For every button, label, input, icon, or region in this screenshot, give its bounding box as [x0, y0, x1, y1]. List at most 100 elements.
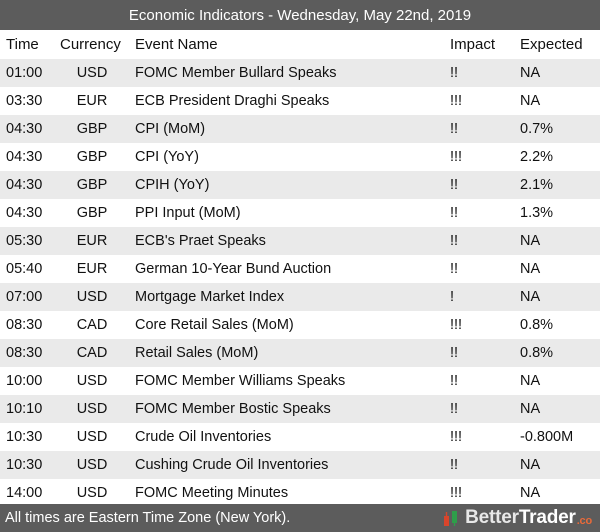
table-row: 10:30 USD Crude Oil Inventories !!! -0.8… — [0, 423, 600, 451]
cell-event: FOMC Member Williams Speaks — [135, 373, 346, 389]
cell-currency: CAD — [76, 345, 108, 361]
cell-expected: NA — [520, 233, 541, 249]
table-body: 01:00 USD FOMC Member Bullard Speaks !! … — [0, 59, 600, 507]
cell-event: Crude Oil Inventories — [135, 429, 272, 445]
cell-currency: CAD — [76, 317, 108, 333]
cell-impact: !! — [450, 401, 459, 417]
table-row: 08:30 CAD Retail Sales (MoM) !! 0.8% — [0, 339, 600, 367]
cell-event: Core Retail Sales (MoM) — [135, 317, 294, 333]
cell-time: 01:00 — [6, 65, 43, 81]
cell-expected: 0.8% — [520, 317, 554, 333]
cell-time: 03:30 — [6, 93, 43, 109]
cell-event: FOMC Member Bostic Speaks — [135, 401, 331, 417]
cell-time: 04:30 — [6, 177, 43, 193]
cell-event: FOMC Meeting Minutes — [135, 485, 289, 501]
brand-better: Better — [465, 507, 519, 528]
cell-currency: EUR — [76, 233, 108, 249]
cell-event: CPI (YoY) — [135, 149, 199, 165]
cell-currency: GBP — [76, 177, 108, 193]
cell-currency: USD — [76, 485, 108, 501]
cell-event: ECB President Draghi Speaks — [135, 93, 330, 109]
brand-tld: .co — [576, 515, 593, 527]
cell-time: 14:00 — [6, 485, 43, 501]
cell-impact: !! — [450, 457, 459, 473]
brand-logo: Better Trader .co — [443, 507, 600, 529]
cell-currency: USD — [76, 65, 108, 81]
cell-impact: !! — [450, 65, 459, 81]
cell-impact: !!! — [450, 149, 463, 165]
cell-event: Mortgage Market Index — [135, 289, 285, 305]
footer-bar: All times are Eastern Time Zone (New Yor… — [0, 504, 600, 532]
cell-time: 08:30 — [6, 345, 43, 361]
table-row: 05:30 EUR ECB's Praet Speaks !! NA — [0, 227, 600, 255]
cell-expected: 2.1% — [520, 177, 554, 193]
cell-expected: 0.8% — [520, 345, 554, 361]
table-row: 04:30 GBP CPI (YoY) !!! 2.2% — [0, 143, 600, 171]
cell-time: 04:30 — [6, 121, 43, 137]
cell-expected: 1.3% — [520, 205, 554, 221]
cell-time: 10:30 — [6, 429, 43, 445]
cell-currency: USD — [76, 401, 108, 417]
brand-trader: Trader — [518, 507, 576, 528]
cell-expected: NA — [520, 65, 541, 81]
table-row: 03:30 EUR ECB President Draghi Speaks !!… — [0, 87, 600, 115]
cell-currency: EUR — [76, 93, 108, 109]
cell-expected: 0.7% — [520, 121, 554, 137]
cell-currency: GBP — [76, 149, 108, 165]
cell-currency: USD — [76, 373, 108, 389]
cell-expected: NA — [520, 401, 541, 417]
cell-expected: -0.800M — [520, 429, 574, 445]
cell-currency: GBP — [76, 205, 108, 221]
cell-expected: NA — [520, 93, 541, 109]
bettertrader-logo-icon — [444, 511, 458, 526]
cell-event: Cushing Crude Oil Inventories — [135, 457, 329, 473]
table-row: 01:00 USD FOMC Member Bullard Speaks !! … — [0, 59, 600, 87]
table-header: Time Currency Event Name Impact Expected — [0, 30, 600, 59]
cell-time: 05:40 — [6, 261, 43, 277]
header-expected: Expected — [520, 36, 583, 53]
cell-impact: !! — [450, 345, 459, 361]
cell-impact: !!! — [450, 429, 463, 445]
cell-impact: !! — [450, 205, 459, 221]
table-row: 07:00 USD Mortgage Market Index ! NA — [0, 283, 600, 311]
table-row: 04:30 GBP CPIH (YoY) !! 2.1% — [0, 171, 600, 199]
table-row: 10:10 USD FOMC Member Bostic Speaks !! N… — [0, 395, 600, 423]
table-row: 04:30 GBP CPI (MoM) !! 0.7% — [0, 115, 600, 143]
page-title: Economic Indicators - Wednesday, May 22n… — [128, 6, 472, 24]
table-row: 05:40 EUR German 10-Year Bund Auction !!… — [0, 255, 600, 283]
cell-time: 05:30 — [6, 233, 43, 249]
table-row: 08:30 CAD Core Retail Sales (MoM) !!! 0.… — [0, 311, 600, 339]
cell-event: CPIH (YoY) — [135, 177, 210, 193]
cell-currency: USD — [76, 429, 108, 445]
timezone-note: All times are Eastern Time Zone (New Yor… — [5, 510, 291, 526]
cell-impact: !!! — [450, 93, 463, 109]
cell-currency: GBP — [76, 121, 108, 137]
cell-currency: USD — [76, 457, 108, 473]
cell-currency: USD — [76, 289, 108, 305]
cell-event: PPI Input (MoM) — [135, 205, 241, 221]
header-impact: Impact — [450, 36, 496, 53]
cell-impact: !! — [450, 261, 459, 277]
header-currency: Currency — [60, 36, 121, 53]
cell-expected: 2.2% — [520, 149, 554, 165]
title-bar: Economic Indicators - Wednesday, May 22n… — [0, 0, 600, 30]
table-row: 04:30 GBP PPI Input (MoM) !! 1.3% — [0, 199, 600, 227]
cell-impact: !! — [450, 373, 459, 389]
cell-event: FOMC Member Bullard Speaks — [135, 65, 337, 81]
cell-impact: ! — [450, 289, 455, 305]
cell-time: 04:30 — [6, 149, 43, 165]
cell-expected: NA — [520, 485, 541, 501]
cell-currency: EUR — [76, 261, 108, 277]
cell-impact: !! — [450, 121, 459, 137]
cell-time: 10:00 — [6, 373, 43, 389]
cell-expected: NA — [520, 457, 541, 473]
cell-event: Retail Sales (MoM) — [135, 345, 259, 361]
table-row: 10:30 USD Cushing Crude Oil Inventories … — [0, 451, 600, 479]
cell-impact: !! — [450, 177, 459, 193]
cell-time: 08:30 — [6, 317, 43, 333]
cell-time: 07:00 — [6, 289, 43, 305]
cell-event: German 10-Year Bund Auction — [135, 261, 332, 277]
table-row: 14:00 USD FOMC Meeting Minutes !!! NA — [0, 479, 600, 507]
cell-expected: NA — [520, 373, 541, 389]
table-row: 10:00 USD FOMC Member Williams Speaks !!… — [0, 367, 600, 395]
